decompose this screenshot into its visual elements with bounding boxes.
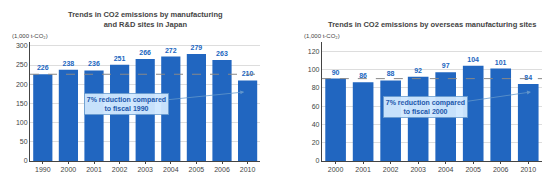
svg-text:279: 279	[191, 44, 203, 51]
svg-text:88: 88	[387, 70, 395, 77]
svg-text:2000: 2000	[61, 166, 77, 173]
svg-text:200: 200	[16, 81, 28, 88]
svg-text:2002: 2002	[383, 166, 399, 173]
svg-text:101: 101	[495, 59, 507, 66]
svg-text:2005: 2005	[465, 166, 481, 173]
svg-text:2001: 2001	[86, 166, 102, 173]
svg-text:20: 20	[312, 139, 320, 146]
svg-text:266: 266	[139, 49, 151, 56]
svg-text:300: 300	[16, 42, 28, 49]
svg-text:92: 92	[414, 67, 422, 74]
svg-text:40: 40	[312, 121, 320, 128]
svg-text:120: 120	[308, 48, 320, 55]
svg-text:2010: 2010	[240, 166, 256, 173]
svg-text:60: 60	[312, 103, 320, 110]
svg-text:272: 272	[165, 47, 177, 54]
svg-text:100: 100	[308, 66, 320, 73]
svg-text:236: 236	[88, 60, 100, 67]
svg-text:104: 104	[467, 56, 479, 63]
svg-text:2004: 2004	[438, 166, 454, 173]
svg-text:(1,000 t-CO₂): (1,000 t-CO₂)	[304, 33, 340, 39]
svg-text:251: 251	[114, 55, 126, 62]
svg-text:226: 226	[37, 64, 49, 71]
svg-text:250: 250	[16, 61, 28, 68]
svg-text:84: 84	[524, 74, 532, 81]
svg-text:2004: 2004	[163, 166, 179, 173]
svg-text:210: 210	[242, 70, 254, 77]
svg-text:2000: 2000	[328, 166, 344, 173]
svg-text:50: 50	[20, 138, 28, 145]
svg-text:1990: 1990	[35, 166, 51, 173]
svg-text:90: 90	[332, 69, 340, 76]
svg-text:238: 238	[63, 60, 75, 67]
svg-text:2010: 2010	[520, 166, 536, 173]
svg-text:(1,000 t-CO₂): (1,000 t-CO₂)	[12, 33, 48, 39]
svg-text:263: 263	[216, 50, 228, 57]
svg-text:150: 150	[16, 100, 28, 107]
svg-text:97: 97	[442, 62, 450, 69]
svg-text:2001: 2001	[355, 166, 371, 173]
svg-text:2003: 2003	[410, 166, 426, 173]
svg-text:80: 80	[312, 84, 320, 91]
svg-text:Trends in CO2 emissions by man: Trends in CO2 emissions by manufacturing…	[68, 10, 223, 29]
svg-text:2006: 2006	[493, 166, 509, 173]
svg-text:7% reduction comparedto fiscal: 7% reduction comparedto fiscal 1990	[87, 96, 166, 112]
svg-text:0: 0	[24, 157, 28, 164]
svg-text:7% reduction comparedto fiscal: 7% reduction comparedto fiscal 2000	[386, 99, 465, 115]
svg-text:0: 0	[316, 157, 320, 164]
svg-text:2005: 2005	[189, 166, 205, 173]
svg-text:2003: 2003	[137, 166, 153, 173]
svg-text:Trends in CO2 emissions by ove: Trends in CO2 emissions by overseas manu…	[328, 20, 536, 29]
svg-text:86: 86	[359, 72, 367, 79]
svg-text:100: 100	[16, 119, 28, 126]
svg-text:2006: 2006	[214, 166, 230, 173]
svg-text:2002: 2002	[112, 166, 128, 173]
